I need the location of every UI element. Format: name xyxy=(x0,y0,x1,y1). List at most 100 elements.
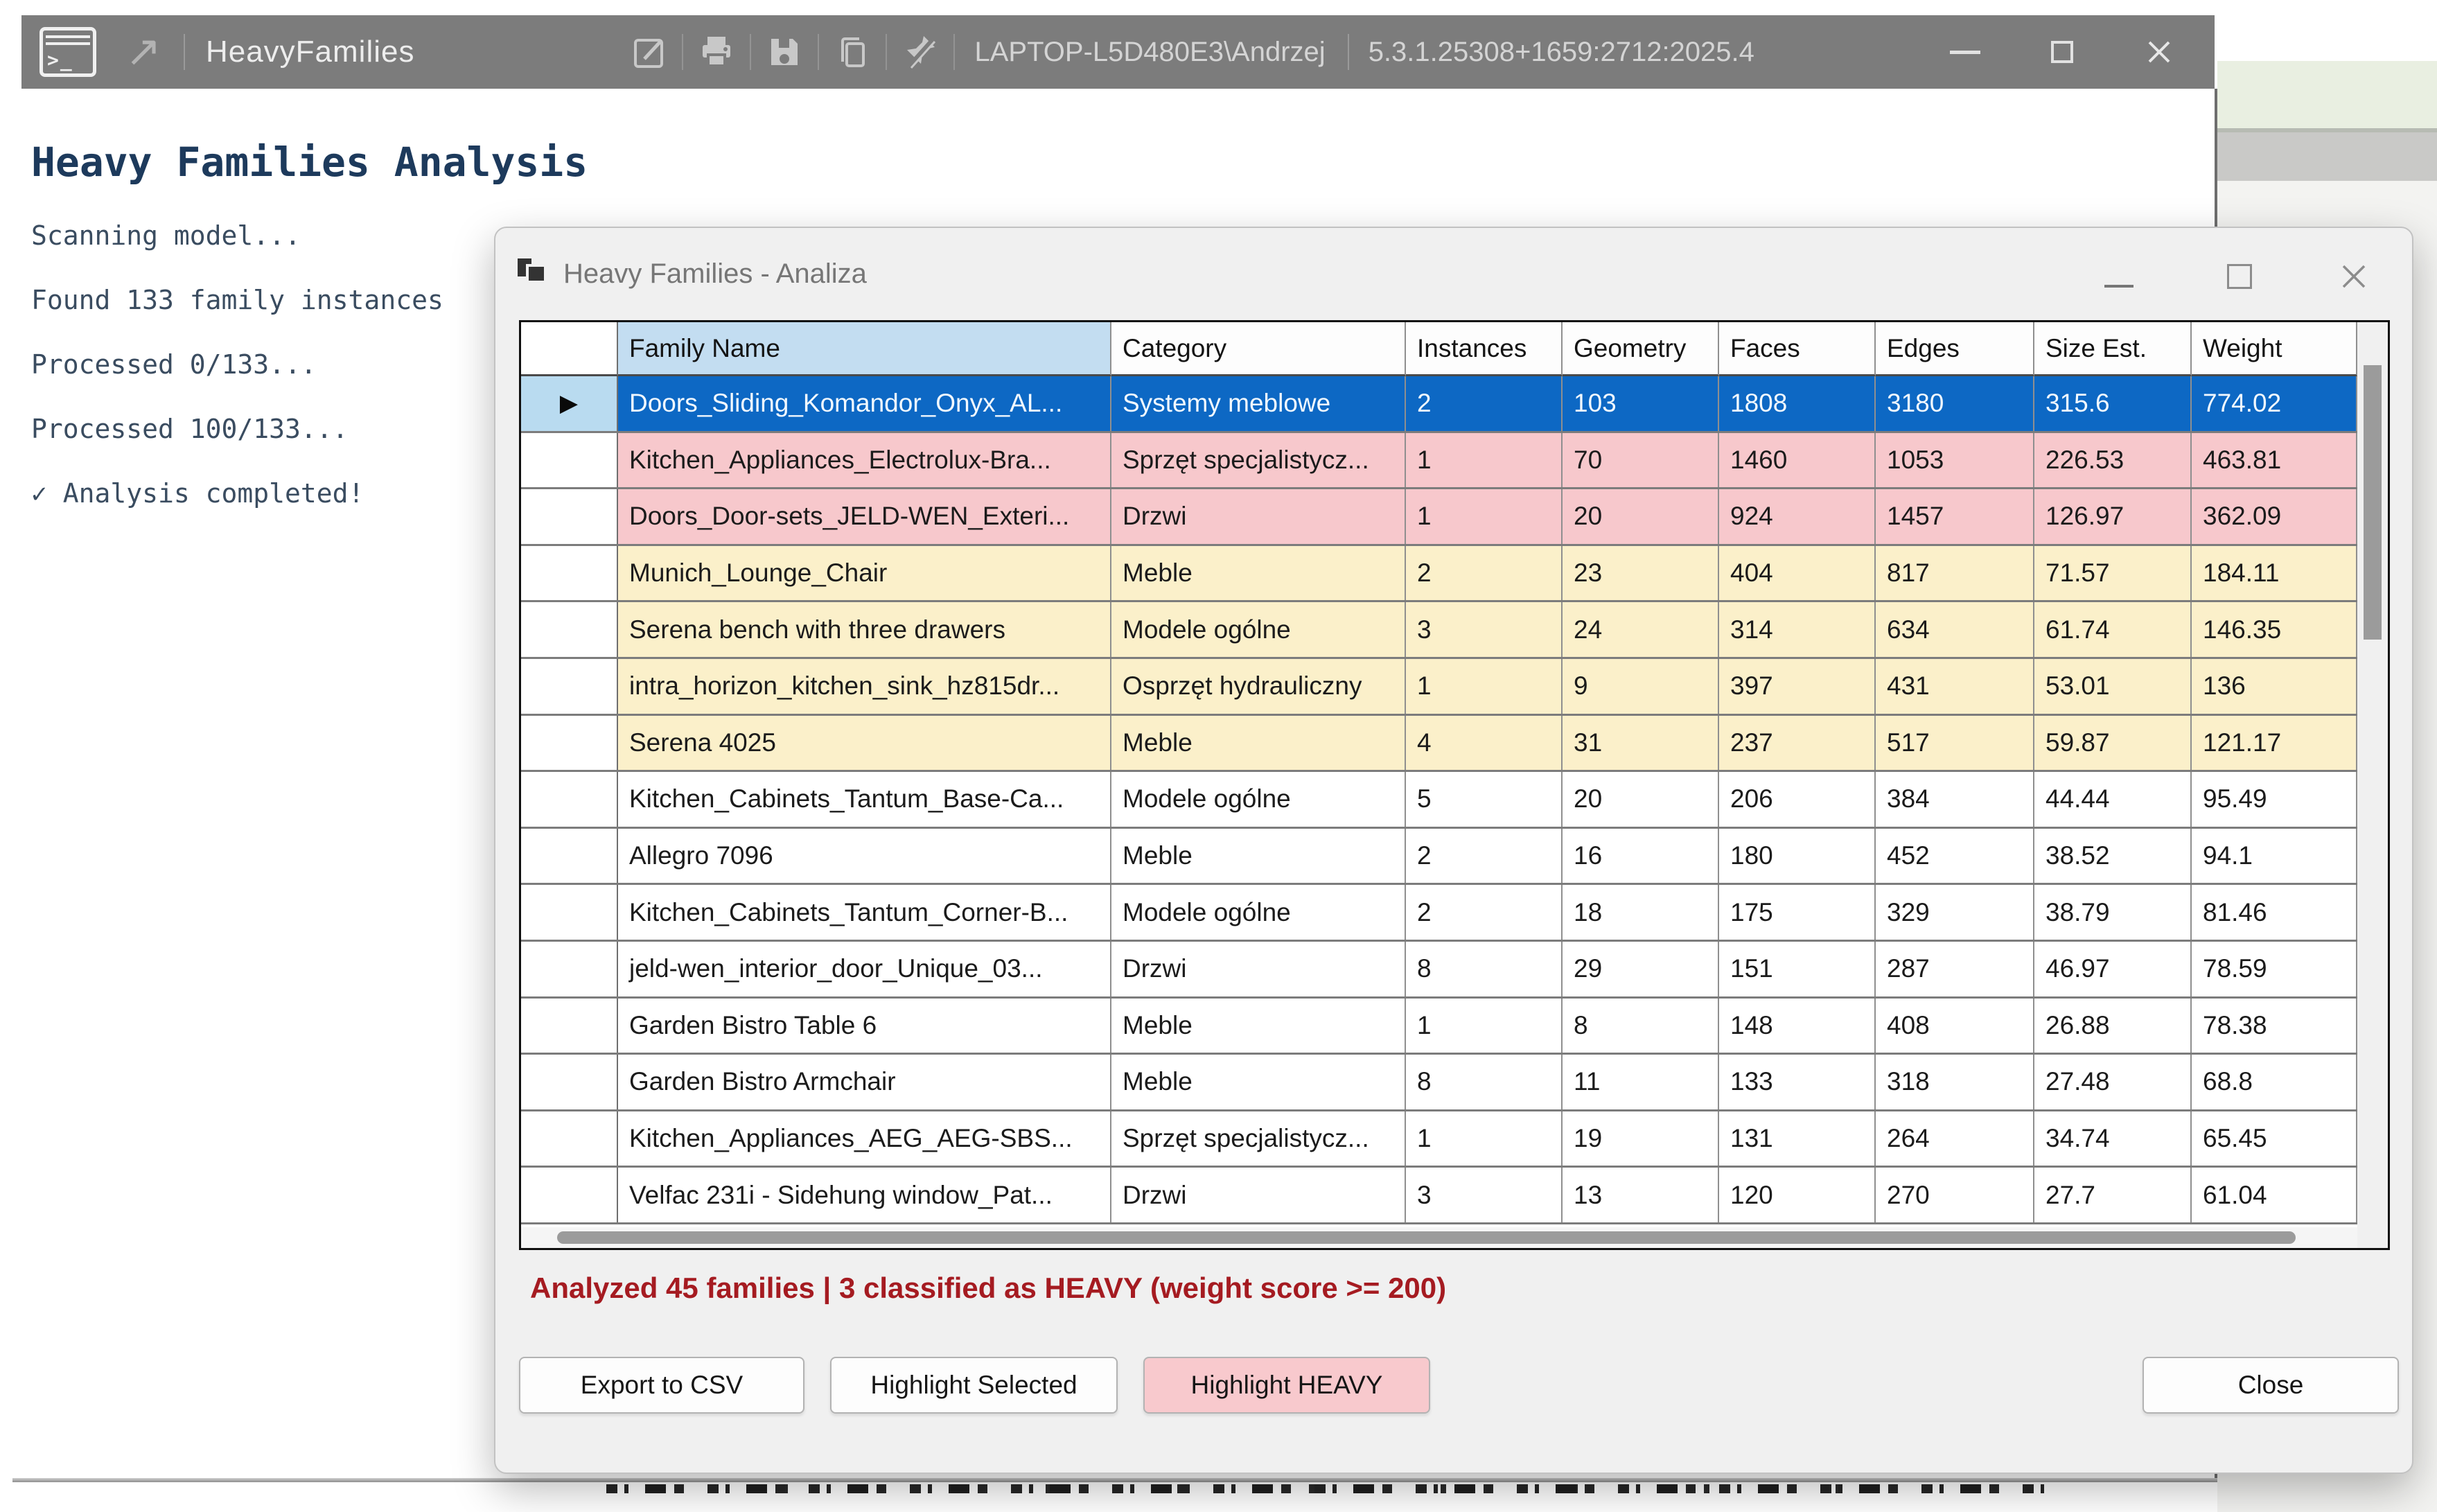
cell-instances[interactable]: 3 xyxy=(1406,602,1563,657)
cell-family[interactable]: Allegro 7096 xyxy=(618,828,1111,884)
cell-geometry[interactable]: 31 xyxy=(1563,715,1719,771)
cell-size_est[interactable]: 38.52 xyxy=(2034,828,2192,884)
cell-geometry[interactable]: 8 xyxy=(1563,998,1719,1053)
table-row[interactable]: intra_horizon_kitchen_sink_hz815dr... Osp… xyxy=(521,658,2357,716)
cell-category[interactable]: Meble xyxy=(1111,545,1406,601)
cell-edges[interactable]: 634 xyxy=(1876,602,2034,657)
cell-faces[interactable]: 206 xyxy=(1719,772,1876,827)
cell-edges[interactable]: 517 xyxy=(1876,715,2034,771)
cell-edges[interactable]: 384 xyxy=(1876,772,2034,827)
cell-faces[interactable]: 180 xyxy=(1719,828,1876,884)
table-row[interactable]: Munich_Lounge_Chair Meble 2 23 404 817 71.57 18… xyxy=(521,545,2357,603)
row-selector[interactable] xyxy=(521,432,618,488)
cell-weight[interactable]: 184.11 xyxy=(2192,545,2357,601)
cell-instances[interactable]: 1 xyxy=(1406,1111,1563,1166)
cell-weight[interactable]: 362.09 xyxy=(2192,489,2357,544)
table-row[interactable]: Kitchen_Appliances_Electrolux-Bra... Sprz… xyxy=(521,432,2357,490)
column-header-edges[interactable]: Edges xyxy=(1876,322,2034,376)
close-icon[interactable] xyxy=(2111,15,2208,89)
save-icon[interactable] xyxy=(765,33,804,71)
cell-category[interactable]: Sprzęt specjalistycz... xyxy=(1111,1111,1406,1166)
cell-size_est[interactable]: 226.53 xyxy=(2034,432,2192,488)
cell-category[interactable]: Meble xyxy=(1111,1055,1406,1109)
cell-size_est[interactable]: 26.88 xyxy=(2034,998,2192,1053)
minimize-icon[interactable] xyxy=(1917,15,2014,89)
cell-edges[interactable]: 452 xyxy=(1876,828,2034,884)
cell-family[interactable]: Doors_Door-sets_JELD-WEN_Exteri... xyxy=(618,489,1111,544)
cell-instances[interactable]: 8 xyxy=(1406,941,1563,996)
table-row[interactable]: Kitchen_Cabinets_Tantum_Base-Ca... Modele… xyxy=(521,772,2357,829)
cell-edges[interactable]: 3180 xyxy=(1876,376,2034,431)
row-selector[interactable] xyxy=(521,602,618,657)
cell-instances[interactable]: 1 xyxy=(1406,489,1563,544)
cell-weight[interactable]: 774.02 xyxy=(2192,376,2357,431)
cell-size_est[interactable]: 44.44 xyxy=(2034,772,2192,827)
highlight-selected-button[interactable]: Highlight Selected xyxy=(830,1357,1118,1414)
cell-edges[interactable]: 287 xyxy=(1876,941,2034,996)
cell-weight[interactable]: 65.45 xyxy=(2192,1111,2357,1166)
cell-family[interactable]: Munich_Lounge_Chair xyxy=(618,545,1111,601)
table-row[interactable]: Allegro 7096 Meble 2 16 180 452 38.52 94.1 xyxy=(521,828,2357,886)
cell-family[interactable]: Kitchen_Appliances_Electrolux-Bra... xyxy=(618,432,1111,488)
cell-size_est[interactable]: 27.7 xyxy=(2034,1168,2192,1222)
cell-category[interactable]: Modele ogólne xyxy=(1111,772,1406,827)
cell-category[interactable]: Modele ogólne xyxy=(1111,885,1406,940)
row-selector[interactable] xyxy=(521,1055,618,1109)
cell-size_est[interactable]: 46.97 xyxy=(2034,941,2192,996)
table-row[interactable]: Doors_Door-sets_JELD-WEN_Exteri... Drzwi 1… xyxy=(521,489,2357,546)
cell-edges[interactable]: 329 xyxy=(1876,885,2034,940)
row-selector[interactable] xyxy=(521,715,618,771)
row-selector[interactable] xyxy=(521,998,618,1053)
cell-faces[interactable]: 175 xyxy=(1719,885,1876,940)
cell-geometry[interactable]: 24 xyxy=(1563,602,1719,657)
column-header-faces[interactable]: Faces xyxy=(1719,322,1876,376)
cell-category[interactable]: Meble xyxy=(1111,715,1406,771)
cell-edges[interactable]: 270 xyxy=(1876,1168,2034,1222)
cell-geometry[interactable]: 70 xyxy=(1563,432,1719,488)
cell-geometry[interactable]: 19 xyxy=(1563,1111,1719,1166)
row-selector[interactable] xyxy=(521,828,618,884)
cell-category[interactable]: Osprzęt hydrauliczny xyxy=(1111,658,1406,714)
cell-family[interactable]: Kitchen_Cabinets_Tantum_Corner-B... xyxy=(618,885,1111,940)
cell-category[interactable]: Drzwi xyxy=(1111,489,1406,544)
cell-category[interactable]: Modele ogólne xyxy=(1111,602,1406,657)
cell-family[interactable]: Kitchen_Appliances_AEG_AEG-SBS... xyxy=(618,1111,1111,1166)
row-selector[interactable] xyxy=(521,941,618,996)
cell-faces[interactable]: 404 xyxy=(1719,545,1876,601)
cell-family[interactable]: Velfac 231i - Sidehung window_Pat... xyxy=(618,1168,1111,1222)
unpin-icon[interactable] xyxy=(901,33,940,71)
cell-family[interactable]: Garden Bistro Armchair xyxy=(618,1055,1111,1109)
row-selector[interactable] xyxy=(521,545,618,601)
dialog-close-icon[interactable] xyxy=(2339,261,2369,292)
cell-category[interactable]: Drzwi xyxy=(1111,941,1406,996)
table-corner-cell[interactable] xyxy=(521,322,618,376)
row-selector[interactable] xyxy=(521,489,618,544)
column-header-category[interactable]: Category xyxy=(1111,322,1406,376)
cell-instances[interactable]: 5 xyxy=(1406,772,1563,827)
row-selector-current[interactable]: ▶ xyxy=(521,376,618,431)
cell-weight[interactable]: 78.59 xyxy=(2192,941,2357,996)
cell-edges[interactable]: 431 xyxy=(1876,658,2034,714)
table-row[interactable]: Serena 4025 Meble 4 31 237 517 59.87 121.17 xyxy=(521,715,2357,773)
cell-family[interactable]: Kitchen_Cabinets_Tantum_Base-Ca... xyxy=(618,772,1111,827)
cell-faces[interactable]: 133 xyxy=(1719,1055,1876,1109)
cell-instances[interactable]: 1 xyxy=(1406,658,1563,714)
dialog-minimize-icon[interactable] xyxy=(2104,285,2134,288)
cell-category[interactable]: Systemy meblowe xyxy=(1111,376,1406,431)
cell-geometry[interactable]: 103 xyxy=(1563,376,1719,431)
cell-geometry[interactable]: 16 xyxy=(1563,828,1719,884)
table-row[interactable]: Velfac 231i - Sidehung window_Pat... Drzw… xyxy=(521,1168,2357,1224)
cell-geometry[interactable]: 9 xyxy=(1563,658,1719,714)
cell-weight[interactable]: 121.17 xyxy=(2192,715,2357,771)
column-header-instances[interactable]: Instances xyxy=(1406,322,1563,376)
cell-instances[interactable]: 8 xyxy=(1406,1055,1563,1109)
cell-instances[interactable]: 2 xyxy=(1406,828,1563,884)
cell-weight[interactable]: 146.35 xyxy=(2192,602,2357,657)
cell-size_est[interactable]: 34.74 xyxy=(2034,1111,2192,1166)
row-selector[interactable] xyxy=(521,1168,618,1222)
cell-edges[interactable]: 264 xyxy=(1876,1111,2034,1166)
cell-geometry[interactable]: 11 xyxy=(1563,1055,1719,1109)
cell-faces[interactable]: 151 xyxy=(1719,941,1876,996)
cell-family[interactable]: Doors_Sliding_Komandor_Onyx_AL... xyxy=(618,376,1111,431)
cell-instances[interactable]: 4 xyxy=(1406,715,1563,771)
